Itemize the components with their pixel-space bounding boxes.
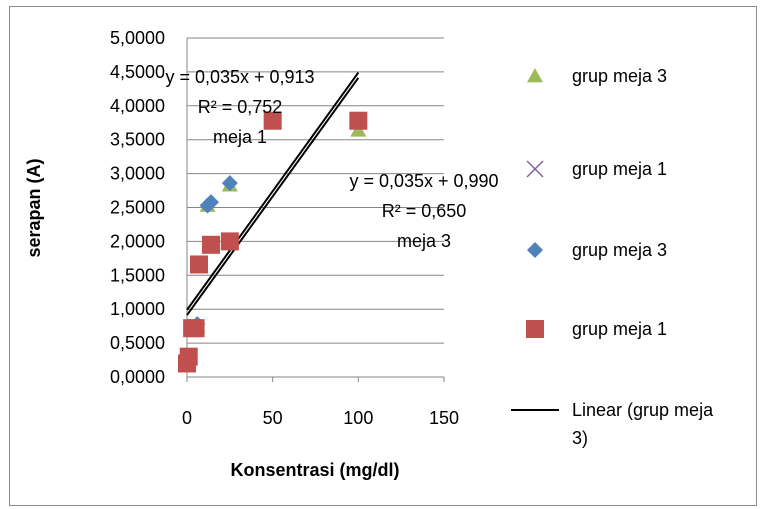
legend-label: Linear (grup meja bbox=[572, 400, 714, 420]
trendline-1 bbox=[186, 71, 360, 311]
data-point-square bbox=[179, 347, 198, 366]
y-tick-label: 3,5000 bbox=[110, 130, 165, 150]
data-point-square bbox=[349, 111, 368, 130]
trendline-annotation-2: y = 0,035x + 0,990 bbox=[349, 171, 498, 191]
legend: grup meja 3 grup meja 1 grup meja 3 grup me… bbox=[511, 66, 714, 448]
y-tick-label: 1,0000 bbox=[110, 299, 165, 319]
legend-label: grup meja 1 bbox=[572, 319, 667, 339]
x-tick-label: 150 bbox=[429, 408, 459, 428]
data-point-square bbox=[263, 111, 282, 130]
trendline-annotation-1: R² = 0,752 bbox=[198, 97, 283, 117]
axes: 0,0000 0,5000 1,0000 1,5000 2,0000 2,5000 3,00… bbox=[110, 28, 459, 428]
trendline-2 bbox=[186, 77, 360, 316]
trendline-annotation-2: R² = 0,650 bbox=[382, 201, 467, 221]
chart-frame bbox=[9, 6, 757, 506]
data-point-square bbox=[186, 319, 205, 338]
legend-label: grup meja 3 bbox=[572, 66, 667, 86]
legend-marker-square bbox=[526, 320, 544, 338]
y-tick-label: 3,0000 bbox=[110, 164, 165, 184]
trendlines bbox=[186, 71, 360, 316]
x-tick-label: 100 bbox=[343, 408, 373, 428]
data-point-square bbox=[189, 255, 208, 274]
y-tick-label: 5,0000 bbox=[110, 28, 165, 48]
data-point-square bbox=[220, 232, 239, 251]
y-axis-title: serapan (A) bbox=[24, 158, 44, 257]
x-tick-label: 50 bbox=[263, 408, 283, 428]
x-axis-title: Konsentrasi (mg/dl) bbox=[230, 460, 399, 480]
trendline-annotations: y = 0,035x + 0,913 R² = 0,752 meja 1 y = 0,… bbox=[165, 67, 498, 251]
y-tick-label: 4,5000 bbox=[110, 62, 165, 82]
trendline-annotation-2: meja 3 bbox=[397, 231, 451, 251]
legend-marker-x bbox=[526, 160, 544, 178]
data-point-square bbox=[201, 235, 220, 254]
x-tick-label: 0 bbox=[182, 408, 192, 428]
y-tick-label: 4,0000 bbox=[110, 96, 165, 116]
data-points bbox=[178, 111, 368, 373]
legend-label: grup meja 3 bbox=[572, 240, 667, 260]
y-tick-label: 0,0000 bbox=[110, 367, 165, 387]
y-tick-label: 0,5000 bbox=[110, 333, 165, 353]
trendline-annotation-1: meja 1 bbox=[213, 127, 267, 147]
legend-label: grup meja 1 bbox=[572, 159, 667, 179]
y-tick-label: 2,5000 bbox=[110, 198, 165, 218]
legend-marker-diamond bbox=[527, 242, 543, 258]
y-tick-label: 2,0000 bbox=[110, 231, 165, 251]
trendline-annotation-1: y = 0,035x + 0,913 bbox=[165, 67, 314, 87]
x-marker-stroke bbox=[526, 160, 544, 178]
y-tick-label: 1,5000 bbox=[110, 265, 165, 285]
legend-label: 3) bbox=[572, 428, 588, 448]
data-point-diamond bbox=[221, 175, 238, 192]
data-point-diamond bbox=[202, 194, 219, 211]
legend-marker-triangle bbox=[527, 68, 543, 83]
